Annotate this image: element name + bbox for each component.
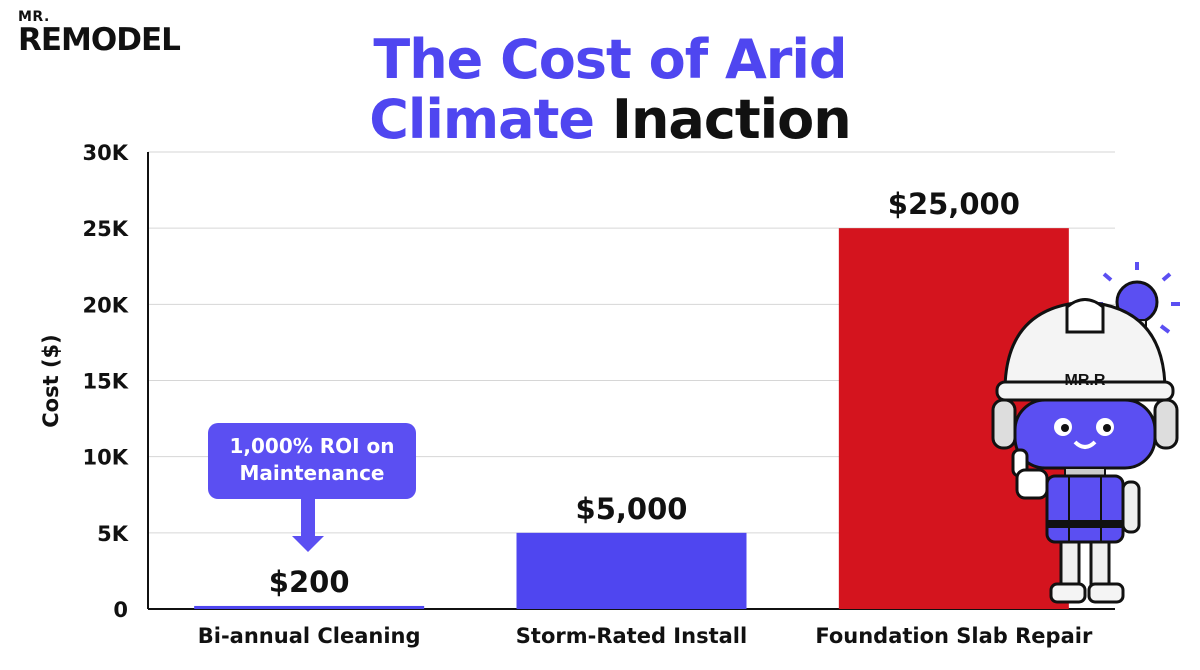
y-axis-label: Cost ($) [39, 334, 63, 428]
bar [194, 605, 425, 609]
y-tick-label: 15K [83, 370, 129, 394]
x-tick-label: Storm-Rated Install [516, 624, 747, 648]
logo-prefix: MR. [18, 9, 50, 25]
x-tick-label: Foundation Slab Repair [815, 624, 1093, 648]
data-label: $5,000 [576, 492, 688, 526]
y-tick-label: 10K [83, 446, 129, 470]
logo-wordmark: REMODEL [18, 22, 181, 58]
y-tick-label: 20K [83, 293, 129, 317]
callout-line-1: 1,000% ROI on [229, 434, 395, 458]
chart-title: The Cost of Arid Climate Inaction [260, 30, 960, 150]
roi-callout: 1,000% ROI on Maintenance [208, 423, 416, 499]
y-tick-label: 30K [83, 141, 129, 165]
data-label: $200 [269, 565, 350, 599]
brand-logo: MR. REMODEL [18, 9, 181, 58]
y-tick-label: 0 [113, 598, 128, 622]
bar [516, 532, 747, 609]
y-tick-label: 25K [83, 217, 129, 241]
y-tick-label: 5K [97, 522, 129, 546]
title-accent: The Cost of Arid Climate [369, 28, 847, 151]
callout-line-2: Maintenance [239, 461, 385, 485]
title-dark: Inaction [611, 88, 852, 151]
robot-mascot-icon: MR.R [991, 262, 1180, 604]
x-tick-label: Bi-annual Cleaning [198, 624, 421, 648]
callout-arrow-icon [292, 496, 324, 552]
data-label: $25,000 [888, 187, 1020, 221]
helmet-label: MR.R [1065, 372, 1106, 389]
